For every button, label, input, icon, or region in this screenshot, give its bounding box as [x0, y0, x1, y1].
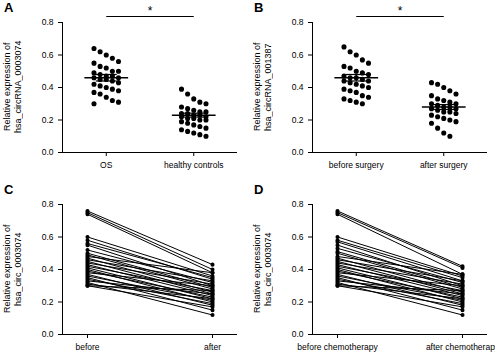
svg-text:0.8: 0.8: [292, 199, 304, 209]
svg-text:0.6: 0.6: [42, 50, 54, 60]
svg-text:before chemotherapy: before chemotherapy: [297, 342, 378, 352]
svg-text:0.4: 0.4: [42, 82, 54, 92]
svg-text:0.0: 0.0: [292, 147, 304, 157]
svg-text:0.4: 0.4: [292, 264, 304, 274]
svg-text:0.0: 0.0: [42, 329, 54, 339]
html-text:Relative expression of hsa_cir: Relative expression of hsa_circ_0003074: [252, 224, 273, 314]
svg-text:0.2: 0.2: [292, 297, 304, 307]
svg-text:0.6: 0.6: [292, 232, 304, 242]
html-text:B: B: [254, 0, 264, 15]
svg-text:before: before: [75, 342, 99, 352]
svg-text:0.0: 0.0: [42, 147, 54, 157]
svg-text:*: *: [148, 4, 153, 18]
svg-text:0.4: 0.4: [42, 264, 54, 274]
html-text:Relative expression of hsa_cir: Relative expression of hsa_circRNA_00030…: [2, 40, 23, 134]
svg-text:0.8: 0.8: [42, 199, 54, 209]
html-text:A: A: [4, 0, 14, 15]
html-text:C: C: [4, 182, 14, 197]
svg-text:0.6: 0.6: [42, 232, 54, 242]
svg-text:after chemotherapy: after chemotherapy: [426, 342, 495, 352]
svg-text:0.0: 0.0: [292, 329, 304, 339]
svg-text:0.2: 0.2: [292, 115, 304, 125]
svg-text:after: after: [204, 342, 221, 352]
svg-text:0.2: 0.2: [42, 115, 54, 125]
svg-text:after surgery: after surgery: [420, 160, 468, 170]
html-text:D: D: [254, 182, 264, 197]
svg-text:0.4: 0.4: [292, 82, 304, 92]
html-text:Relative expression of hsa_cir: Relative expression of hsa_circRNA_00138…: [252, 42, 273, 132]
svg-text:before surgery: before surgery: [329, 160, 385, 170]
html-text:Relative expression of hsa_cir: Relative expression of hsa_circ_0003074: [2, 224, 23, 314]
svg-text:0.6: 0.6: [292, 50, 304, 60]
svg-text:OS: OS: [100, 160, 113, 170]
svg-text:0.2: 0.2: [42, 297, 54, 307]
svg-text:0.8: 0.8: [42, 17, 54, 27]
svg-text:*: *: [398, 4, 403, 18]
svg-text:healthy controls: healthy controls: [164, 160, 224, 170]
svg-text:0.8: 0.8: [292, 17, 304, 27]
